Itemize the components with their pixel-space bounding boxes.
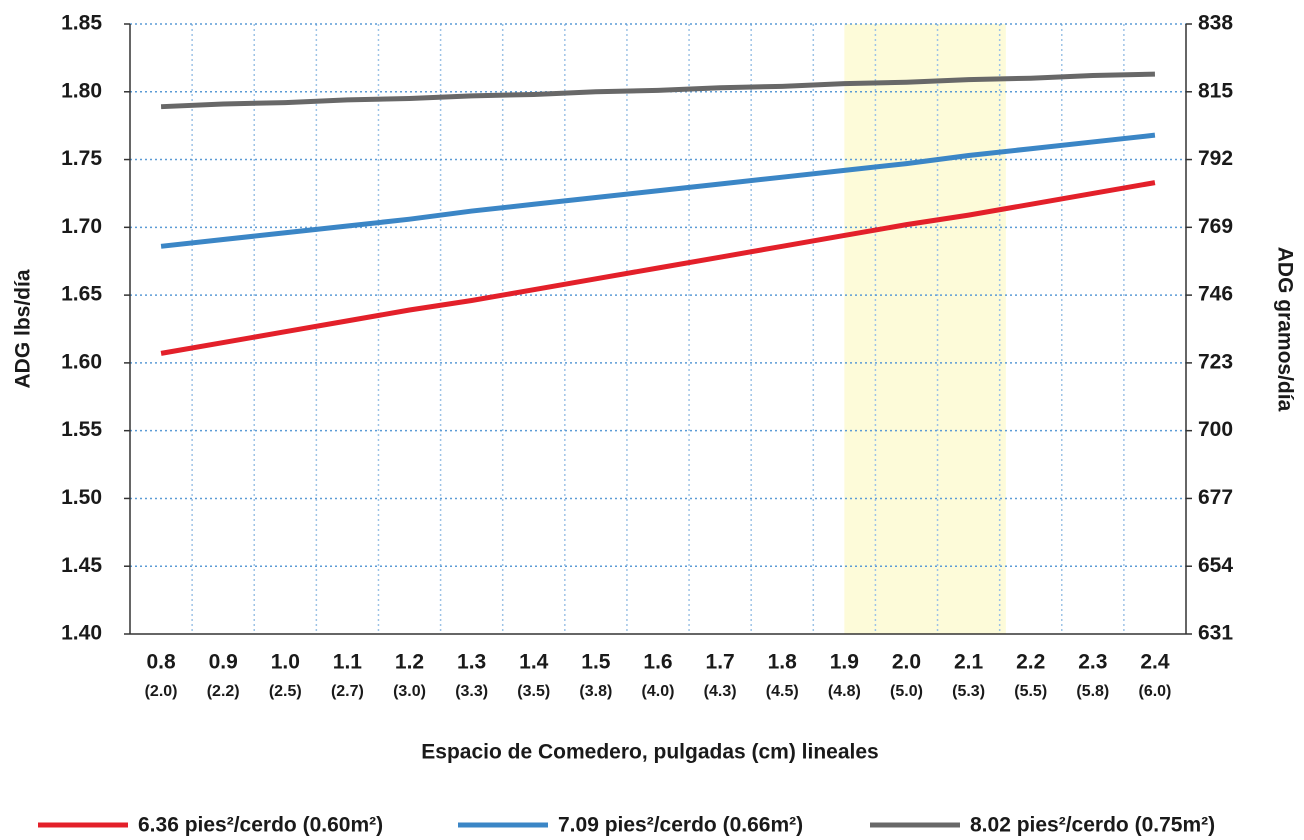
x-tick-label: 1.2 [395, 651, 424, 674]
y-axis-title: ADG lbs/día [12, 269, 35, 388]
legend-label: 6.36 pies²/cerdo (0.60m²) [138, 814, 383, 837]
x-tick-label: 1.4 [519, 651, 549, 674]
y-tick-label: 1.85 [61, 12, 102, 35]
x-axis-title: Espacio de Comedero, pulgadas (cm) linea… [421, 741, 878, 764]
x-tick-label: 1.8 [768, 651, 798, 674]
x-tick-label: 2.0 [892, 651, 921, 674]
x-tick-label: 1.7 [706, 651, 735, 674]
x-tick-label: 1.0 [271, 651, 300, 674]
y2-tick-label: 746 [1198, 283, 1233, 306]
y-tick-label: 1.60 [61, 350, 102, 373]
x-tick-sublabel: (5.8) [1076, 683, 1109, 700]
y2-tick-label: 723 [1198, 350, 1233, 373]
x-tick-label: 2.3 [1078, 651, 1107, 674]
x-tick-label: 1.6 [643, 651, 672, 674]
y2-tick-label: 769 [1198, 215, 1233, 238]
y-tick-label: 1.65 [61, 283, 102, 306]
x-tick-sublabel: (6.0) [1138, 683, 1171, 700]
x-tick-label: 1.9 [830, 651, 859, 674]
y-tick-label: 1.75 [61, 147, 102, 170]
y2-tick-label: 838 [1198, 12, 1233, 35]
legend-label: 7.09 pies²/cerdo (0.66m²) [558, 814, 803, 837]
y2-tick-label: 792 [1198, 147, 1233, 170]
x-tick-sublabel: (3.5) [517, 683, 550, 700]
x-tick-label: 1.5 [581, 651, 611, 674]
y-tick-label: 1.50 [61, 486, 102, 509]
series-line [160, 132, 1156, 249]
x-tick-sublabel: (4.0) [642, 683, 675, 700]
x-tick-label: 2.4 [1140, 651, 1170, 674]
y2-tick-label: 677 [1198, 486, 1233, 509]
x-tick-sublabel: (3.0) [393, 683, 426, 700]
x-tick-sublabel: (4.3) [704, 683, 737, 700]
x-tick-label: 1.1 [333, 651, 363, 674]
highlight-band [844, 24, 1006, 634]
x-tick-sublabel: (2.0) [145, 683, 178, 700]
x-tick-label: 1.3 [457, 651, 486, 674]
x-tick-label: 2.1 [954, 651, 984, 674]
series-line [160, 71, 1155, 110]
x-tick-sublabel: (4.8) [828, 683, 861, 700]
y-tick-label: 1.70 [61, 215, 102, 238]
y2-tick-label: 631 [1198, 622, 1233, 645]
x-tick-sublabel: (2.2) [207, 683, 240, 700]
x-tick-label: 0.8 [146, 651, 176, 674]
y2-tick-label: 654 [1198, 554, 1233, 577]
x-tick-sublabel: (3.8) [579, 683, 612, 700]
y2-axis-title: ADG gramos/día [1273, 247, 1296, 412]
x-tick-sublabel: (2.7) [331, 683, 364, 700]
y-tick-label: 1.40 [61, 622, 102, 645]
x-tick-sublabel: (2.5) [269, 683, 302, 700]
x-tick-sublabel: (4.5) [766, 683, 799, 700]
y-tick-label: 1.45 [61, 554, 102, 577]
legend-label: 8.02 pies²/cerdo (0.75m²) [970, 814, 1215, 837]
x-tick-sublabel: (5.5) [1014, 683, 1047, 700]
series-line [160, 180, 1156, 356]
y2-tick-label: 815 [1198, 79, 1233, 102]
x-tick-label: 2.2 [1016, 651, 1045, 674]
y-tick-label: 1.55 [61, 418, 102, 441]
y-tick-label: 1.80 [61, 79, 102, 102]
x-tick-sublabel: (5.0) [890, 683, 923, 700]
x-tick-label: 0.9 [209, 651, 238, 674]
x-tick-sublabel: (5.3) [952, 683, 985, 700]
x-tick-sublabel: (3.3) [455, 683, 488, 700]
y2-tick-label: 700 [1198, 418, 1233, 441]
